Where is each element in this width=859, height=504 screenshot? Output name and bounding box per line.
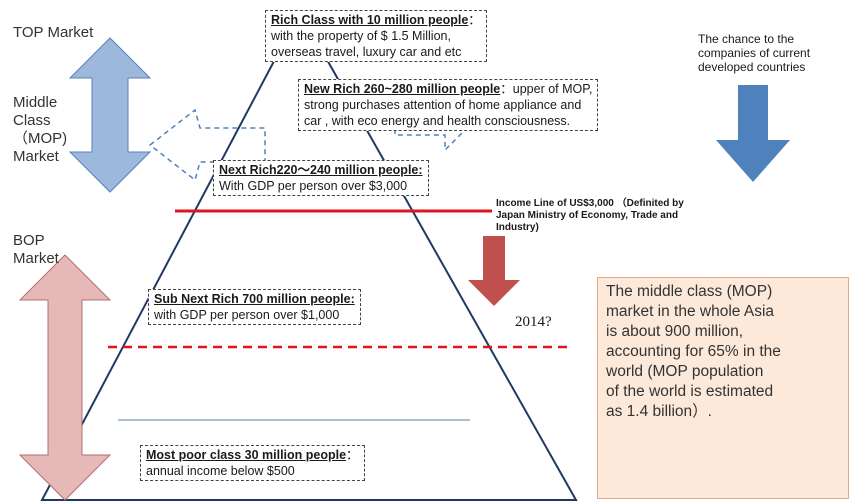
chance-arrow: [716, 85, 790, 182]
text: The middle class (MOP): [606, 283, 773, 300]
text: Japan Ministry of Economy, Trade and: [496, 210, 679, 221]
text: New Rich 260~280 million people: [304, 82, 501, 96]
text: ：: [346, 448, 359, 462]
bop-arrow: [18, 254, 112, 501]
dashed-arrow: [148, 108, 266, 182]
text: The chance to the: [698, 32, 795, 46]
text: annual income below $500: [146, 464, 295, 478]
text: companies of current: [698, 46, 811, 60]
text: BOP: [13, 232, 45, 249]
text: world (MOP population: [606, 363, 764, 380]
text: overseas travel, luxury car and etc: [271, 45, 462, 59]
text: as 1.4 billion）.: [606, 403, 712, 420]
dashed-arrow: [394, 88, 477, 152]
text: Rich Class with 10 million people: [271, 13, 469, 27]
market-label: Middle Class （MOP) Market: [13, 94, 67, 166]
box: Sub Next Rich 700 million people: with G…: [148, 289, 361, 325]
text: with the property of $ 1.5 Million,: [271, 29, 451, 43]
text: Sub Next Rich 700 million people:: [154, 292, 355, 306]
text: accounting for 65% in the: [606, 343, 781, 360]
text: of the world is estimated: [606, 383, 774, 400]
market-label: TOP Market: [13, 24, 93, 42]
text: Industry): [496, 222, 539, 233]
text: is about 900 million,: [606, 323, 743, 340]
text: strong purchases attention of home appli…: [304, 98, 582, 112]
box: Next Rich220～240 million people: With GD…: [213, 160, 429, 196]
text: ：upper of MOP,: [500, 82, 593, 96]
box: Most poor class 30 million people： annua…: [140, 445, 365, 481]
text: Class: [13, 112, 51, 129]
box: Rich Class with 10 million people： with …: [265, 10, 487, 62]
text: Market: [13, 148, 59, 165]
text: Next Rich220～240 million people:: [219, 163, 423, 177]
text: developed countries: [698, 60, 806, 74]
text: market in the whole Asia: [606, 303, 775, 320]
middle-arrow: [68, 37, 152, 193]
text: Middle: [13, 94, 58, 111]
text: car , with eco energy and health conscio…: [304, 114, 571, 128]
text: Most poor class 30 million people: [146, 448, 347, 462]
pyramid: [40, 9, 578, 501]
note-box: The middle class (MOP) market in the whol…: [597, 277, 849, 499]
income-note: Income Line of US$3,000 （Definited by Jap…: [496, 198, 684, 234]
market-label: BOP Market: [13, 232, 59, 268]
text: With GDP per person over $3,000: [219, 179, 408, 193]
text: （MOP): [13, 130, 68, 147]
text: ：: [468, 13, 481, 27]
year: 2014?: [515, 314, 552, 330]
chance-note: The chance to the companies of current dev…: [698, 32, 810, 74]
text: Market: [13, 250, 59, 267]
box: New Rich 260~280 million people：upper of…: [298, 79, 599, 131]
year-arrow: [468, 236, 520, 306]
text: TOP Market: [13, 24, 94, 41]
text: Income Line of US$3,000 （Definited by: [496, 198, 684, 209]
text: with GDP per person over $1,000: [154, 308, 340, 322]
